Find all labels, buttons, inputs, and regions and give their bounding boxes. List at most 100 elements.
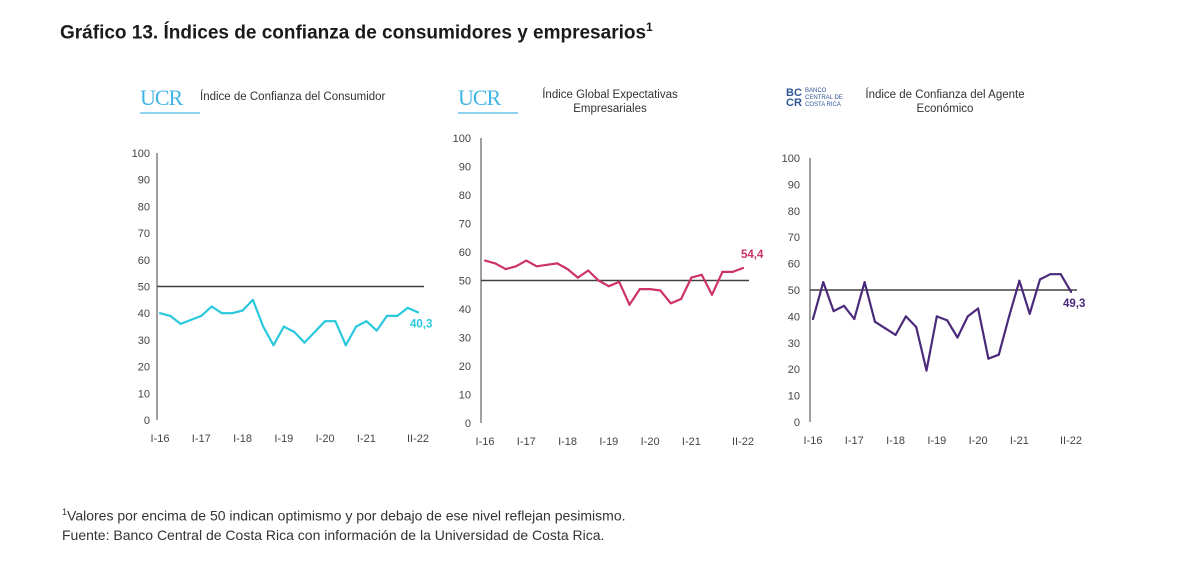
x-tick-label: I-18 <box>558 436 577 448</box>
ucr-logo-underline <box>140 112 200 114</box>
data-point <box>904 315 907 318</box>
data-point <box>873 320 877 323</box>
last-value-label: 54,4 <box>741 249 764 261</box>
y-tick-label: 70 <box>459 219 471 231</box>
figure-title-text: Gráfico 13. Índices de confianza de cons… <box>60 22 647 44</box>
data-point <box>220 312 224 315</box>
data-point <box>587 269 590 272</box>
y-tick-label: 100 <box>132 148 150 160</box>
data-point <box>1069 290 1073 293</box>
data-point <box>1018 279 1021 282</box>
y-tick-label: 50 <box>138 282 150 294</box>
data-point <box>293 330 296 333</box>
data-point <box>210 305 213 308</box>
data-point <box>262 325 265 328</box>
y-tick-label: 40 <box>788 311 800 323</box>
ucr-logo: UCR <box>140 85 183 111</box>
y-tick-label: 20 <box>138 362 150 374</box>
y-tick-label: 80 <box>788 206 800 218</box>
ucr-logo-text: UCR <box>140 85 183 110</box>
y-tick-label: 40 <box>459 304 471 316</box>
panel-3-title: Índice de Confianza del Agente Económico <box>865 89 1025 115</box>
data-point <box>863 280 866 284</box>
data-point <box>853 317 856 321</box>
data-point <box>406 306 409 309</box>
data-point <box>710 293 714 296</box>
data-point <box>977 307 980 310</box>
y-tick-label: 0 <box>144 415 150 427</box>
data-point <box>690 276 693 279</box>
data-point <box>272 344 275 347</box>
y-tick-label: 30 <box>138 335 150 347</box>
data-point <box>483 259 487 262</box>
x-tick-label: I-21 <box>682 436 701 448</box>
figure-title: Gráfico 13. Índices de confianza de cons… <box>60 20 653 44</box>
y-tick-label: 10 <box>138 388 150 400</box>
data-point <box>597 279 600 282</box>
y-tick-label: 60 <box>459 247 471 259</box>
data-point <box>946 319 949 322</box>
data-point <box>679 297 683 301</box>
y-tick-label: 70 <box>788 232 800 244</box>
footnote-mark: 1 <box>62 507 68 517</box>
data-point <box>894 333 897 336</box>
x-tick-label: I-16 <box>476 436 495 448</box>
data-point <box>251 298 254 301</box>
y-tick-label: 80 <box>138 201 150 213</box>
data-point <box>494 262 497 265</box>
data-point <box>566 268 569 271</box>
y-tick-label: 60 <box>138 255 150 267</box>
data-point <box>241 309 244 312</box>
data-point <box>158 312 162 315</box>
y-tick-label: 50 <box>459 276 471 288</box>
x-tick-label: I-21 <box>357 433 376 445</box>
panel-1-title: Índice de Confianza del Consumidor <box>200 91 386 103</box>
ucr-logo: UCR <box>458 85 501 111</box>
data-point <box>956 336 959 339</box>
x-tick-label: I-21 <box>1010 435 1029 447</box>
data-point <box>997 353 1000 356</box>
data-point <box>935 315 938 318</box>
bccr-text-line: COSTA RICA <box>805 102 841 108</box>
series-line <box>811 273 1072 372</box>
data-point <box>811 317 815 321</box>
bccr-text-line: BANCO <box>805 88 827 94</box>
data-point <box>700 273 703 276</box>
data-point <box>1007 315 1011 318</box>
data-point <box>832 310 835 313</box>
data-point <box>925 369 928 372</box>
bccr-logo-mark: BC CR <box>786 87 802 109</box>
last-value-label: 40,3 <box>410 318 432 330</box>
y-tick-label: 30 <box>459 333 471 345</box>
data-point <box>200 314 203 317</box>
y-tick-label: 80 <box>459 190 471 202</box>
data-point <box>1038 278 1042 281</box>
data-point <box>1059 273 1062 276</box>
x-tick-label: I-17 <box>192 433 211 445</box>
x-tick-label: I-20 <box>641 436 660 448</box>
x-tick-label: II-22 <box>407 433 429 445</box>
data-point <box>987 357 990 360</box>
data-point <box>303 341 306 344</box>
data-point <box>659 289 662 292</box>
data-point <box>741 266 745 270</box>
x-tick-label: I-19 <box>274 433 293 445</box>
data-point <box>1049 273 1052 276</box>
data-point <box>628 303 631 306</box>
y-tick-label: 40 <box>138 308 150 320</box>
footnote-note-text: Valores por encima de 50 indican optimis… <box>67 507 626 524</box>
x-tick-label: I-17 <box>517 436 536 448</box>
bccr-mark-bottom: CR <box>786 97 802 109</box>
series-line <box>484 259 744 306</box>
data-point <box>545 263 549 266</box>
footnote-source-text: Fuente: Banco Central de Costa Rica con … <box>62 527 605 543</box>
data-point <box>618 280 621 284</box>
y-tick-label: 90 <box>788 179 800 191</box>
bccr-mark-top: BC <box>786 87 802 99</box>
data-point <box>282 325 285 328</box>
data-point <box>189 318 193 321</box>
ucr-logo-underline <box>458 112 518 114</box>
x-tick-label: II-22 <box>1060 435 1082 447</box>
data-point <box>344 344 347 347</box>
